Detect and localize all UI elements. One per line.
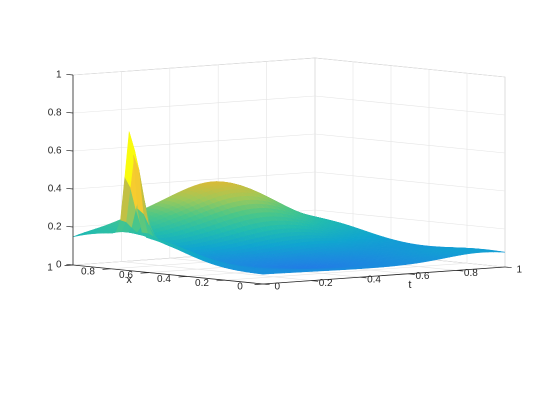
side-grid-z [314, 95, 506, 116]
tick-label-z: 0.6 [48, 145, 62, 156]
tick-label-t: 0.4 [367, 275, 381, 286]
tick-x [102, 268, 112, 270]
tick-label-x: 0 [237, 282, 243, 293]
tick-label-z: 0.8 [48, 107, 62, 118]
side-grid-z [314, 209, 506, 230]
tick-x [216, 279, 226, 282]
tick-x [254, 283, 264, 285]
tick-label-x: 0.4 [157, 274, 171, 285]
tick-label-x: 0.2 [195, 278, 209, 289]
x-axis-line [72, 264, 264, 285]
tick-z [66, 111, 74, 114]
tick-label-z: 0 [56, 259, 62, 270]
tick-label-x: 1 [47, 263, 53, 274]
wall-grid-z [72, 133, 316, 152]
tick-t [408, 273, 415, 275]
tick-z [66, 225, 74, 228]
wall-grid-z [72, 171, 316, 190]
tick-x [140, 272, 150, 274]
tick-label-z: 0.2 [48, 221, 62, 232]
tick-label-z: 0.4 [48, 183, 62, 194]
tick-label-z: 1 [56, 69, 62, 80]
axes-lines [72, 75, 506, 285]
wall-grid-z [72, 57, 316, 76]
floor-grid-x [224, 262, 468, 281]
tick-z [66, 263, 74, 266]
tick-label-x: 0.6 [119, 270, 133, 281]
side-grid-z [314, 133, 506, 154]
t-axis-line [262, 266, 506, 285]
tick-t [311, 280, 319, 282]
tick-t [456, 270, 464, 272]
tick-z [66, 149, 74, 152]
y-axis-label: x [126, 274, 132, 286]
tick-label-x: 0.8 [81, 266, 95, 277]
tick-label-t: 0.2 [319, 278, 333, 289]
tick-z [66, 73, 74, 76]
side-grid-z [314, 171, 506, 192]
tick-label-t: 0.6 [415, 271, 429, 282]
floor-grid-t [121, 261, 312, 281]
tick-t [504, 266, 512, 269]
tick-t [262, 283, 270, 286]
tick-x [178, 276, 188, 278]
x-axis-label: t [408, 279, 411, 291]
tick-label-t: 0 [274, 281, 280, 292]
surface-patch [258, 273, 269, 275]
tick-label-t: 1 [516, 264, 522, 275]
wall-grid-z [72, 95, 316, 114]
tick-label-t: 0.8 [464, 268, 478, 279]
ticks: 0 0.2 0.4 0.6 0.8 100.20.40.60.81 00.20.40.60.… [47, 69, 522, 292]
tick-t [359, 276, 367, 279]
surface-mesh [72, 131, 506, 275]
side-grid-z [314, 57, 506, 78]
tick-z [66, 187, 74, 190]
